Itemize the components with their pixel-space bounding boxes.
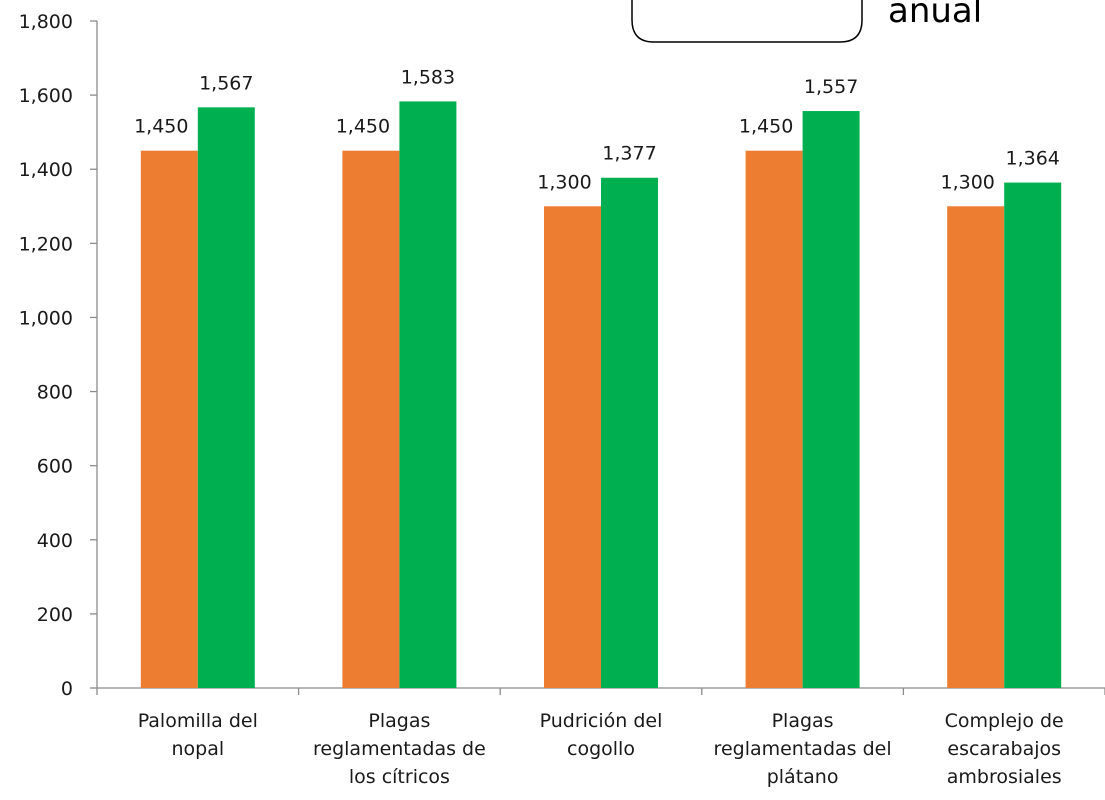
bar: [802, 111, 860, 689]
plot-area: 0 200 400 600 800 1,000 1,200 1,400 1,600 1,800 Pa…: [19, 11, 1105, 788]
data-label: 1,450: [134, 116, 188, 138]
y-tick-label: 1,400: [19, 159, 73, 181]
y-tick-label: 800: [37, 382, 73, 404]
y-tick-label: 1,200: [19, 233, 73, 255]
data-label: 1,450: [739, 116, 793, 138]
data-label: 1,450: [336, 116, 390, 138]
bar: [399, 101, 457, 689]
data-label: 1,377: [602, 143, 656, 165]
y-tick-label: 600: [37, 456, 73, 478]
data-label: 1,300: [537, 171, 591, 193]
y-tick-label: 400: [37, 530, 73, 552]
bar: [947, 206, 1005, 688]
y-tick-label: 0: [61, 678, 73, 700]
x-tick-label: Plagas reglamentadas de los cítricos: [313, 710, 486, 788]
data-label: 1,364: [1005, 148, 1059, 170]
data-label: 1,300: [940, 171, 994, 193]
data-label: 1,567: [199, 72, 253, 94]
bar: [544, 206, 601, 688]
x-tick-label: Plagas reglamentadas del plátano: [714, 710, 892, 788]
y-tick-label: 200: [37, 604, 73, 626]
bar: [140, 150, 198, 688]
bar: [342, 150, 400, 688]
x-tick-label: Pudrición del cogollo: [540, 710, 663, 760]
bar: [601, 177, 658, 688]
data-label: 1,583: [401, 66, 455, 88]
y-tick-label: 1,600: [19, 85, 73, 107]
y-tick-label: 1,000: [19, 307, 73, 329]
bar: [745, 150, 803, 688]
callout-box: anual: [631, 0, 982, 43]
x-tick-label: Palomilla del nopal: [138, 710, 258, 760]
bar: [1004, 182, 1062, 688]
y-tick-label: 1,800: [19, 11, 73, 33]
callout-text: anual: [888, 0, 982, 31]
data-label: 1,557: [804, 76, 858, 98]
bar: [197, 107, 255, 688]
x-tick-label: Complejo de escarabajos ambrosiales: [945, 710, 1064, 788]
